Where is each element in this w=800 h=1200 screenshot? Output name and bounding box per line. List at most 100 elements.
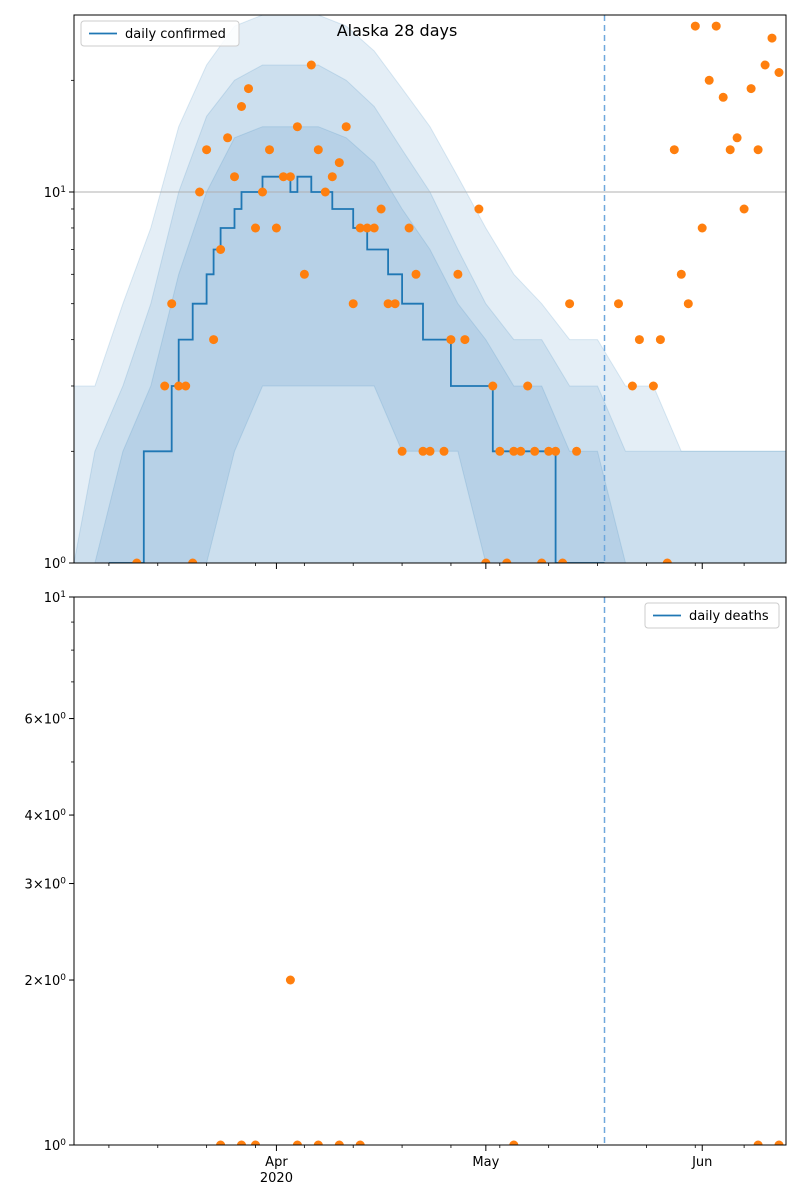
data-point [299,269,309,279]
data-point [523,381,533,391]
data-point [746,84,756,94]
data-point [202,145,212,155]
legend-label: daily deaths [689,609,769,624]
data-point [704,75,714,85]
data-point [369,223,379,233]
legend-label: daily confirmed [125,27,226,42]
chart-panel-1: 100 101 Alaska 28 days daily confirmed [44,14,787,572]
data-point [495,446,505,456]
data-point [404,223,414,233]
data-point [237,1140,246,1145]
data-point [355,1140,365,1145]
chart-title: Alaska 28 days [337,21,458,40]
data-point [753,145,763,155]
data-point [348,299,358,309]
data-point [551,446,561,456]
data-point [774,68,784,77]
y-tick-label: 4×100 [25,808,67,824]
data-point [376,204,386,214]
y-tick-exponent: 0 [60,712,66,722]
x-year-label: 2020 [260,1171,293,1186]
data-point [237,102,246,111]
data-point [271,223,281,233]
data-point [306,60,316,70]
data-point [216,245,226,254]
y-tick-exponent: 1 [60,590,66,600]
data-point [453,269,463,279]
data-point [669,145,679,155]
data-point [774,1140,784,1145]
y-tick-label: 100 [44,556,67,572]
data-point [160,381,170,391]
data-point [537,558,547,563]
confidence-band-3 [74,126,682,563]
legend: daily confirmed [80,20,240,47]
data-point [327,172,337,182]
data-point [697,223,707,233]
data-point [718,92,728,102]
data-point [285,172,295,182]
data-point [362,223,372,233]
data-point [425,446,435,456]
data-point [509,446,519,456]
data-point [662,558,672,563]
data-point [174,381,184,391]
data-point [760,60,770,70]
data-point [341,122,351,132]
data-point [132,558,142,563]
data-point [418,446,428,456]
data-point [383,299,393,309]
data-point [313,1140,323,1145]
data-point [209,335,219,345]
data-point [558,558,568,563]
data-point [767,33,777,43]
data-point [481,558,491,563]
x-tick-label: Jun [691,1155,712,1170]
data-point [251,223,260,233]
data-point [614,299,623,309]
data-point [285,975,295,985]
plot-area [74,15,786,563]
data-point [739,204,749,214]
y-tick-exponent: 0 [60,808,66,818]
legend-box [80,20,240,47]
data-point [460,335,470,345]
data-point [474,204,484,214]
data-point [439,446,449,456]
data-point [223,133,233,143]
axes-frame [73,14,787,564]
data-point [683,299,693,309]
data-point [530,446,540,456]
data-point [278,172,288,182]
data-point [690,21,700,31]
y-tick-exponent: 0 [60,877,66,887]
confidence-band-1 [74,15,786,563]
data-point [167,299,177,309]
x-tick-label: May [472,1155,499,1170]
y-tick-label: 3×100 [25,877,67,893]
data-point [397,446,407,456]
data-point [732,133,742,143]
data-point [313,145,323,155]
data-point [565,299,575,309]
data-point [411,269,421,279]
data-point [725,145,735,155]
legend-box [644,602,780,629]
data-point [446,335,456,345]
data-point [181,381,191,391]
data-point [655,335,665,345]
data-point [572,446,582,456]
y-tick-exponent: 0 [60,556,66,566]
data-point [251,1140,260,1145]
y-tick-label: 101 [44,590,66,606]
y-tick-label: 2×100 [25,973,67,989]
data-point [216,1140,226,1145]
data-point [544,446,554,456]
y-tick-exponent: 0 [60,1138,66,1148]
axes-frame [73,596,787,1146]
y-tick-exponent: 1 [60,185,66,195]
data-point [711,21,721,31]
y-tick-label: 100 [44,1138,67,1154]
